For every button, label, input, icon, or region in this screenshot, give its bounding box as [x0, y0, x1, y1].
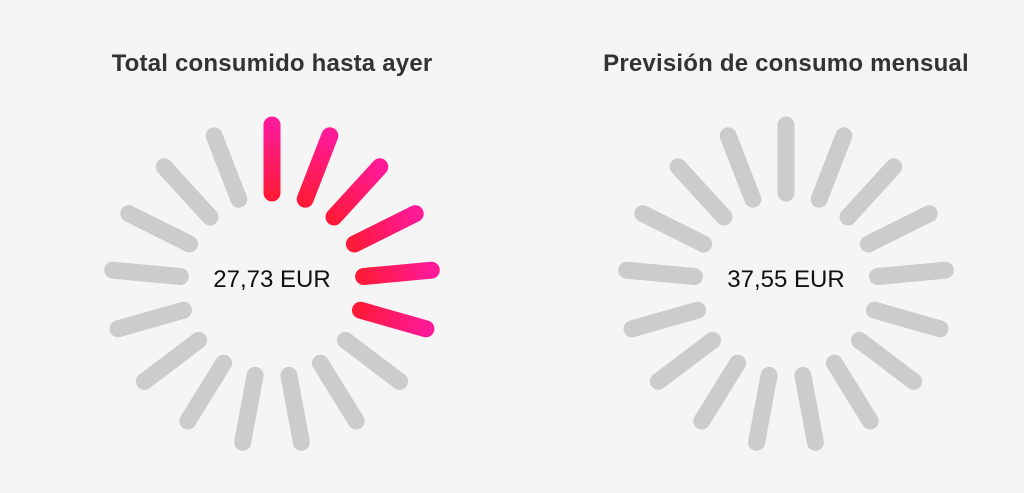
gauge-segment-inactive	[649, 331, 722, 390]
gauge-segment-inactive	[179, 354, 233, 430]
gauge-segment-inactive	[336, 331, 409, 390]
gauge-segment-active	[345, 205, 424, 253]
consumed-radial-gauge	[104, 116, 440, 451]
monthly-forecast-value: 37,55 EUR	[727, 266, 845, 293]
gauge-segment-inactive	[120, 205, 199, 253]
monthly-forecast-panel: Previsión de consumo mensual 37,55 EUR	[586, 0, 986, 493]
gauge-segment-inactive	[155, 158, 219, 226]
gauge-segment-active	[355, 261, 440, 285]
gauge-segment-inactive	[693, 354, 747, 430]
gauge-segment-inactive	[719, 127, 762, 208]
consumed-to-date-value: 27,73 EUR	[213, 266, 331, 293]
gauge-segment-inactive	[104, 261, 189, 285]
gauge-segment-inactive	[109, 301, 192, 338]
gauge-segment-inactive	[669, 158, 733, 226]
gauge-segment-inactive	[135, 331, 208, 390]
gauge-segment-inactive	[825, 354, 879, 430]
gauge-segment-inactive	[234, 366, 264, 451]
gauge-segment-inactive	[859, 205, 938, 253]
gauge-segment-inactive	[311, 354, 365, 430]
gauge-segment-inactive	[634, 205, 713, 253]
gauge-segment-inactive	[623, 301, 706, 338]
gauge-segment-inactive	[280, 366, 310, 451]
gauge-segment-inactive	[748, 366, 778, 451]
monthly-forecast-title: Previsión de consumo mensual	[603, 50, 969, 77]
gauge-segment-active	[325, 158, 389, 226]
gauge-segment-inactive	[869, 261, 954, 285]
gauge-segment-inactive	[794, 366, 824, 451]
gauge-segment-inactive	[850, 331, 923, 390]
gauge-segment-inactive	[839, 158, 903, 226]
consumed-to-date-panel: Total consumido hasta ayer 27,73 EUR	[72, 0, 472, 493]
gauge-segment-inactive	[810, 127, 853, 208]
forecast-radial-gauge	[618, 116, 954, 451]
gauge-segment-active	[296, 127, 339, 208]
gauge-segment-inactive	[866, 301, 949, 338]
gauge-segment-active	[352, 301, 435, 338]
consumed-to-date-title: Total consumido hasta ayer	[111, 50, 433, 77]
gauge-segment-inactive	[618, 261, 703, 285]
gauge-segment-inactive	[205, 127, 248, 208]
